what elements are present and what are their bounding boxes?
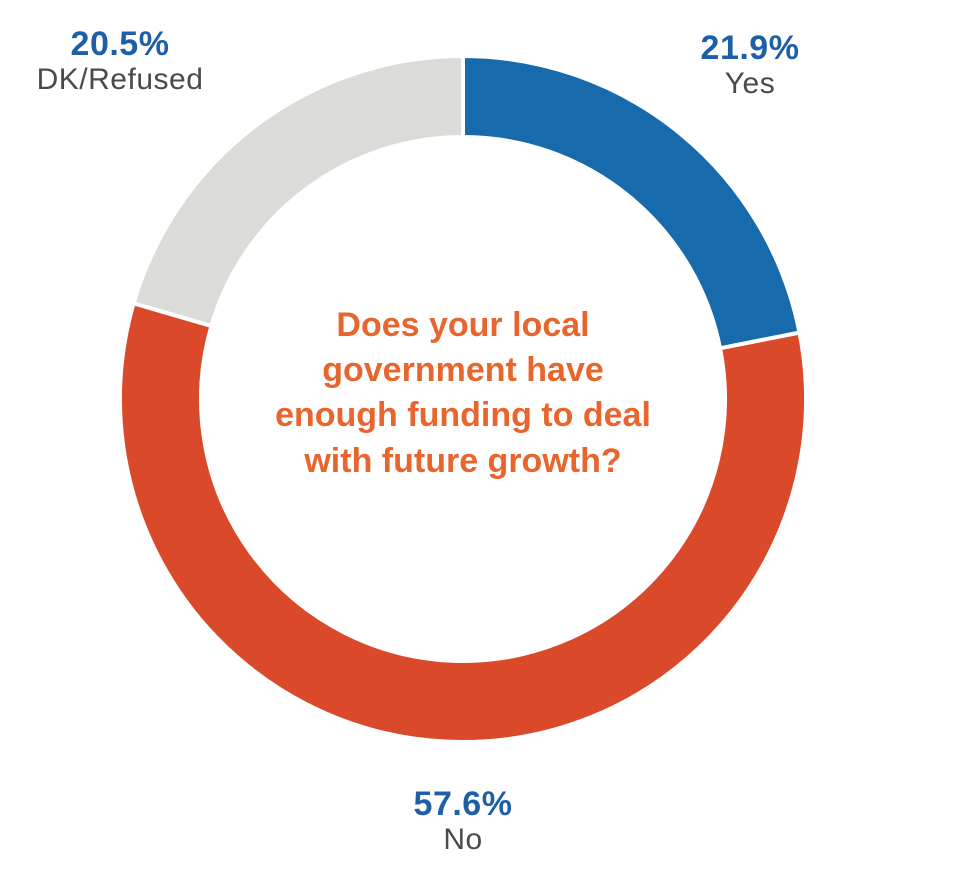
slice-category-label: DK/Refused — [36, 63, 204, 97]
chart-center-question: Does your local government have enough f… — [275, 306, 651, 480]
slice-callout-no: 57.6% No — [353, 785, 573, 857]
slice-callout-yes: 21.9% Yes — [640, 29, 860, 101]
slice-value-label: 21.9% — [700, 29, 800, 67]
slice-value-label: 20.5% — [70, 25, 170, 63]
donut-slices — [118, 53, 808, 744]
slice-category-label: No — [443, 823, 483, 857]
donut-slice-dk-refused — [131, 53, 465, 329]
slice-callout-dk-refused: 20.5% DK/Refused — [10, 25, 230, 97]
slice-category-label: Yes — [724, 67, 776, 101]
slice-value-label: 57.6% — [413, 785, 513, 823]
donut-slice-no — [118, 300, 808, 744]
